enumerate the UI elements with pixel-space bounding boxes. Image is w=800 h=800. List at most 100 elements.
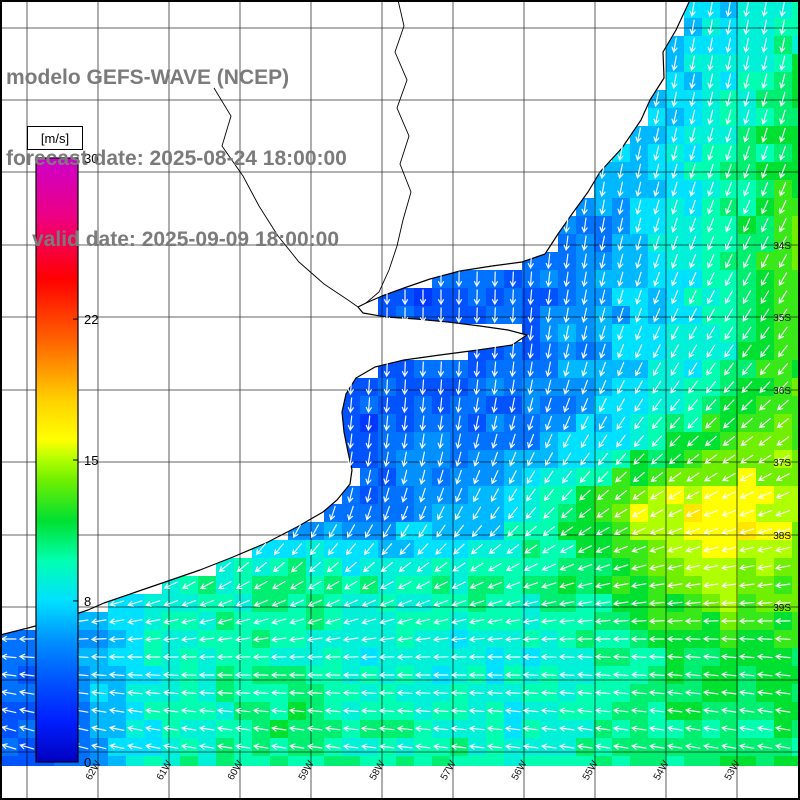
wind-arrow <box>506 544 520 554</box>
wind-arrow <box>144 618 161 625</box>
wind-arrow <box>455 397 462 414</box>
wind-arrow <box>671 326 679 341</box>
wind-arrow <box>324 743 341 750</box>
grid-cell <box>792 90 800 108</box>
wind-arrow <box>126 689 143 696</box>
wind-arrow <box>455 451 462 467</box>
wind-arrow <box>252 636 269 643</box>
wind-arrow <box>450 743 467 750</box>
wind-arrow <box>559 545 574 554</box>
grid-cell <box>792 540 800 558</box>
wind-arrow <box>450 636 467 643</box>
wind-arrow <box>702 725 719 732</box>
grid-cell <box>162 756 180 766</box>
wind-arrow <box>687 399 699 412</box>
wind-arrow <box>522 743 539 750</box>
grid-cell <box>720 756 738 766</box>
wind-arrow <box>595 526 610 536</box>
wind-arrow <box>684 707 701 714</box>
wind-arrow <box>650 490 664 500</box>
wind-arrow <box>108 689 125 696</box>
wind-arrow <box>324 636 341 643</box>
wind-arrow <box>703 546 719 553</box>
wind-arrow <box>687 435 699 447</box>
wind-arrow <box>270 636 287 643</box>
grid-cell <box>792 198 800 216</box>
wind-arrow <box>742 326 752 340</box>
wind-arrow <box>543 507 555 519</box>
wind-arrow <box>760 272 769 287</box>
grid-cell <box>792 450 800 468</box>
speed-cells <box>0 0 800 766</box>
wind-arrow <box>595 582 611 589</box>
wind-arrow <box>109 600 125 607</box>
wind-arrow <box>720 564 737 571</box>
title-line-valid: valid date: 2025-09-09 18:00:00 <box>32 228 340 251</box>
wind-arrow <box>635 199 642 215</box>
wind-arrow <box>616 398 625 413</box>
grid-cell <box>792 288 800 306</box>
wind-arrow <box>383 451 390 468</box>
wind-arrow <box>631 508 646 518</box>
grid-cell <box>792 558 800 576</box>
wind-arrow <box>432 725 449 732</box>
wind-arrow <box>163 600 179 607</box>
wind-arrow <box>198 654 215 661</box>
wind-arrow <box>666 689 683 696</box>
lat-label: 36S <box>773 386 791 397</box>
lat-label: 34S <box>773 241 791 252</box>
wind-arrow <box>419 433 426 450</box>
wind-arrow <box>144 653 161 661</box>
wind-arrow <box>18 653 35 660</box>
wind-arrow <box>270 725 287 732</box>
wind-arrow <box>760 344 770 358</box>
wind-arrow <box>468 689 485 696</box>
wind-arrow <box>689 91 696 107</box>
wind-arrow <box>666 635 683 643</box>
wind-arrow <box>724 326 734 340</box>
wind-arrow <box>419 506 427 521</box>
wind-arrow <box>581 199 588 216</box>
wind-arrow <box>91 725 107 732</box>
wind-arrow <box>504 707 521 714</box>
wind-arrow <box>545 289 552 306</box>
wind-arrow <box>361 618 377 625</box>
wind-arrow <box>360 725 377 732</box>
wind-arrow <box>648 582 665 589</box>
wind-arrow <box>545 415 552 431</box>
wind-arrow <box>689 181 696 197</box>
wind-arrow <box>595 545 610 553</box>
wind-arrow <box>522 689 539 696</box>
wind-arrow <box>19 725 35 732</box>
wind-arrow <box>419 397 426 414</box>
wind-arrow <box>545 271 552 288</box>
grid-cell <box>792 468 800 486</box>
wind-arrow <box>342 725 359 732</box>
colorbar-bar <box>35 157 79 763</box>
wind-arrow <box>419 487 426 503</box>
wind-arrow <box>743 199 751 215</box>
wind-arrow <box>563 217 570 234</box>
wind-arrow <box>126 618 143 625</box>
wind-arrow <box>581 361 588 377</box>
wind-arrow <box>272 561 285 573</box>
wind-arrow <box>108 618 125 625</box>
wind-arrow <box>703 528 719 535</box>
wind-arrow <box>540 671 557 678</box>
wind-arrow <box>758 436 772 446</box>
wind-arrow <box>761 37 768 53</box>
wind-arrow <box>540 743 557 750</box>
wind-arrow <box>509 397 516 414</box>
wind-arrow <box>707 55 714 72</box>
wind-arrow <box>468 618 485 625</box>
wind-arrow <box>522 707 539 714</box>
wind-arrow <box>775 491 790 499</box>
wind-arrow <box>725 199 733 215</box>
wind-arrow <box>581 398 589 413</box>
wind-arrow <box>343 580 358 590</box>
wind-arrow <box>671 37 678 54</box>
wind-arrow <box>288 707 305 714</box>
wind-arrow <box>599 325 606 341</box>
wind-arrow <box>216 671 233 679</box>
wind-arrow <box>635 325 643 341</box>
